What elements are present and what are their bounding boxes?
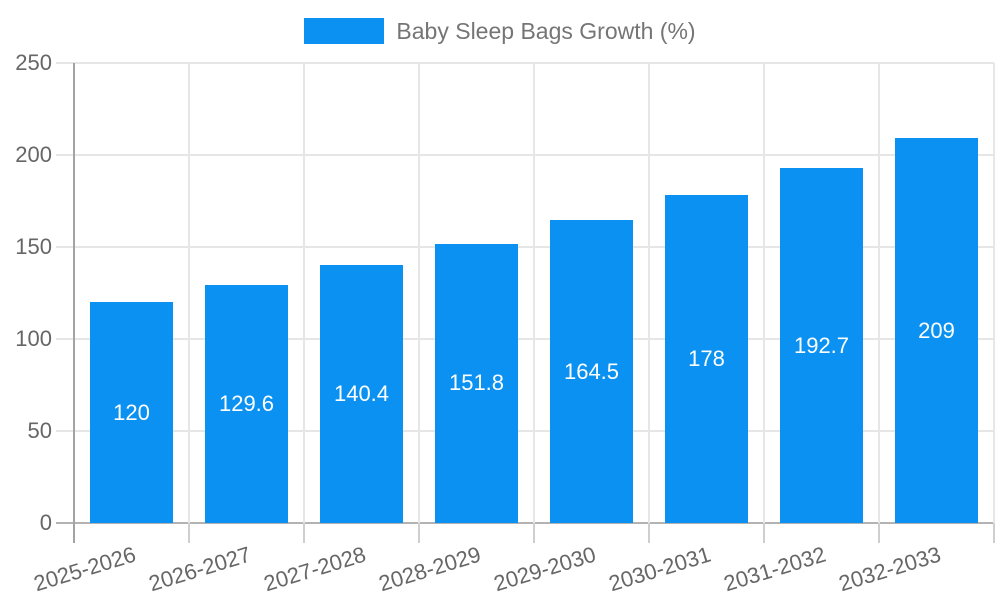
v-grid-line: [418, 63, 420, 523]
legend-label: Baby Sleep Bags Growth (%): [396, 17, 696, 44]
y-grid-line: [56, 246, 994, 248]
x-axis-tick: [188, 523, 190, 543]
y-grid-line: [56, 430, 994, 432]
y-axis-tick-label: 150: [15, 234, 52, 259]
v-grid-line: [763, 63, 765, 523]
y-axis-tick-label: 50: [27, 418, 52, 443]
bar[interactable]: [665, 195, 748, 523]
y-axis-tick-label: 250: [15, 50, 52, 75]
v-grid-line: [648, 63, 650, 523]
x-axis-category-label: 2030-2031: [606, 541, 715, 597]
bar[interactable]: [550, 220, 633, 523]
y-grid-line: [56, 62, 994, 64]
v-grid-line: [993, 63, 995, 523]
x-axis-category-label: 2031-2032: [721, 541, 830, 597]
bar[interactable]: [90, 302, 173, 523]
y-axis-tick-label: 100: [15, 326, 52, 351]
y-grid-line: [56, 338, 994, 340]
x-axis-category-label: 2025-2026: [31, 541, 140, 597]
y-grid-line: [56, 154, 994, 156]
x-axis-category-label: 2026-2027: [146, 541, 255, 597]
v-grid-line: [533, 63, 535, 523]
v-grid-line: [303, 63, 305, 523]
bar[interactable]: [780, 168, 863, 523]
y-axis-tick-label: 200: [15, 142, 52, 167]
x-axis-category-label: 2028-2029: [376, 541, 485, 597]
v-grid-line: [188, 63, 190, 523]
v-grid-line: [878, 63, 880, 523]
y-axis-line: [73, 63, 75, 523]
x-axis-baseline: [56, 522, 994, 524]
bar[interactable]: [320, 264, 403, 523]
x-axis-category-label: 2027-2028: [261, 541, 370, 597]
x-axis-category-label: 2032-2033: [836, 541, 945, 597]
x-axis-tick: [73, 523, 75, 543]
legend-swatch: [304, 18, 385, 44]
x-axis-tick: [993, 523, 995, 543]
bar[interactable]: [435, 243, 518, 523]
x-axis-tick: [418, 523, 420, 543]
bar[interactable]: [205, 284, 288, 523]
bar[interactable]: [895, 138, 978, 523]
x-axis-tick: [533, 523, 535, 543]
x-axis-category-label: 2029-2030: [491, 541, 600, 597]
x-axis-tick: [648, 523, 650, 543]
x-axis-tick: [878, 523, 880, 543]
y-axis-tick-label: 0: [39, 510, 52, 535]
x-axis-tick: [763, 523, 765, 543]
chart-legend: Baby Sleep Bags Growth (%): [0, 14, 1000, 48]
x-axis-tick: [303, 523, 305, 543]
